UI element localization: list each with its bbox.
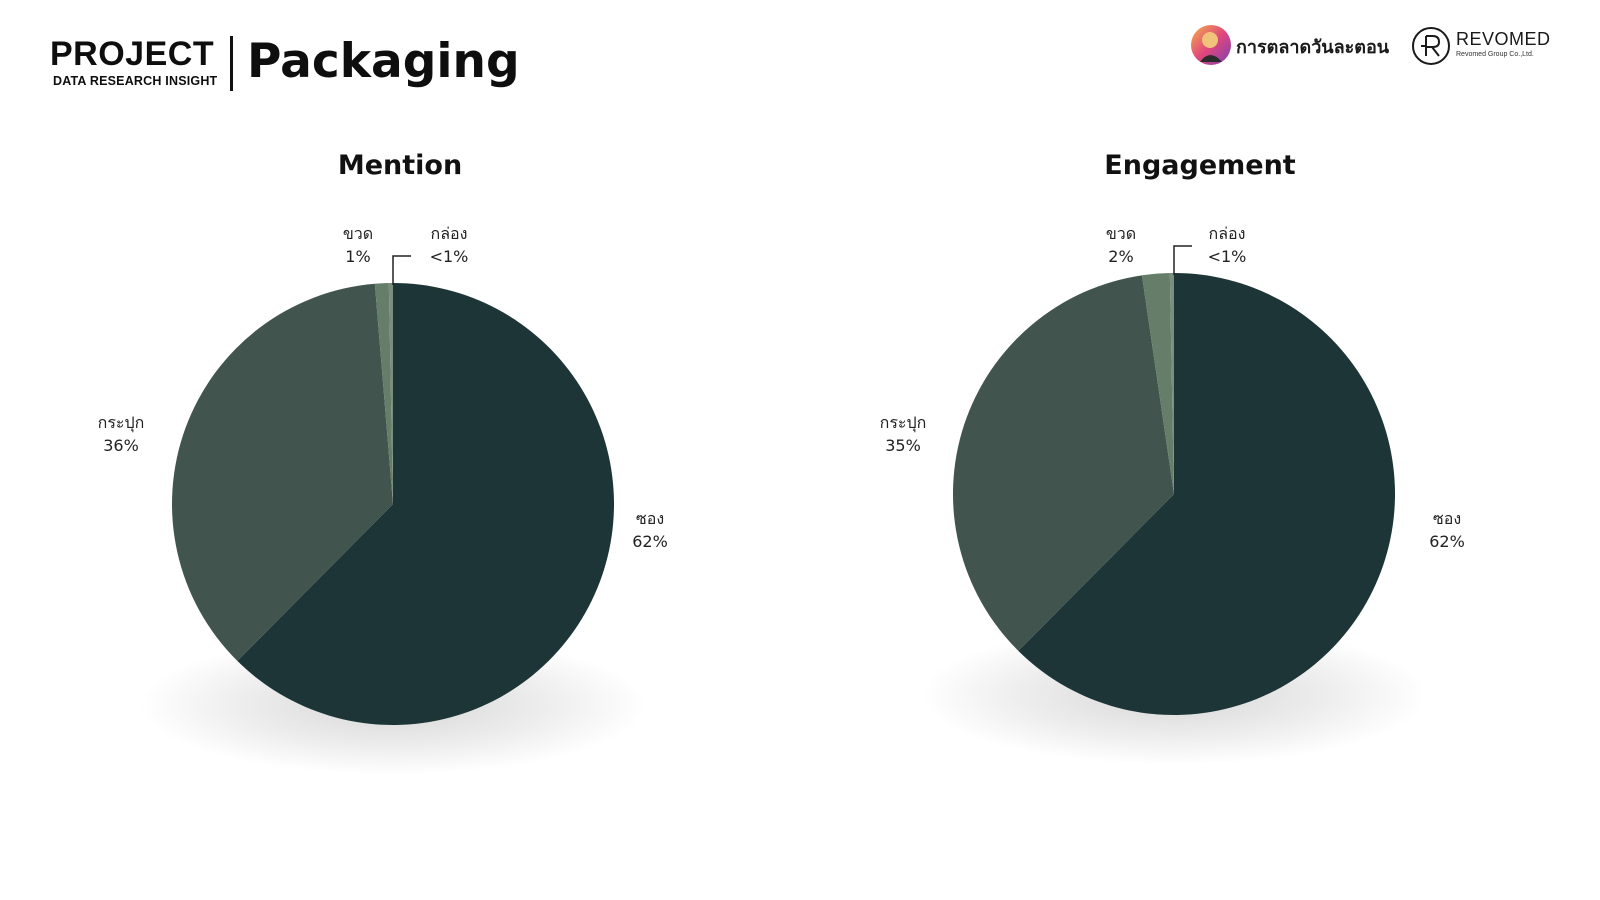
slice-label-name: ขวด — [343, 224, 373, 243]
slice-label-value: 62% — [1429, 532, 1465, 551]
slice-sachet — [1018, 273, 1395, 715]
slice-box — [388, 283, 393, 504]
slice-label-name: กล่อง — [431, 224, 468, 243]
slice-label-name: ขวด — [1106, 224, 1136, 243]
mention-chart: Mention ซอง 62% กระปุก 36% ขวด 1% กล่อง <1% — [20, 140, 780, 840]
slice-label-name: กระปุก — [880, 413, 927, 433]
chart-title: Engagement — [1104, 150, 1296, 181]
slice-label-value: <1% — [430, 247, 469, 266]
slice-label-value: <1% — [1208, 247, 1247, 266]
partner-logos: การตลาดวันละตอน REVOMED Revomed Group Co… — [1190, 22, 1570, 68]
brand2-tagline: Revomed Group Co.,Ltd. — [1456, 51, 1534, 58]
slice-label-value: 35% — [885, 436, 921, 455]
brand1-logo-icon — [1191, 25, 1231, 65]
slice-label-value: 2% — [1108, 247, 1133, 266]
slice-label-name: กระปุก — [98, 413, 145, 433]
slice-label-value: 36% — [103, 436, 139, 455]
slice-bottle — [374, 283, 393, 504]
brand2-name: REVOMED — [1456, 29, 1551, 49]
slice-label-name: กล่อง — [1209, 224, 1246, 243]
slice-label-name: ซอง — [1433, 509, 1461, 528]
project-subtitle: DATA RESEARCH INSIGHT — [53, 74, 218, 88]
engagement-chart: Engagement ซอง 62% กระปุก 35% ขวด 2% กล่อง <1% — [820, 140, 1580, 840]
engagement-pie: ซอง 62% กระปุก 35% ขวด 2% กล่อง <1% — [880, 224, 1465, 765]
slice-sachet — [237, 283, 614, 725]
revomed-logo-icon — [1412, 27, 1450, 65]
header-divider — [230, 36, 233, 91]
project-label: PROJECT — [50, 35, 215, 73]
brand1-name: การตลาดวันละตอน — [1236, 37, 1390, 58]
slice-box — [1169, 273, 1174, 494]
page-title: Packaging — [247, 34, 520, 89]
slice-label-name: ซอง — [636, 509, 664, 528]
slice-label-value: 62% — [632, 532, 668, 551]
chart-title: Mention — [337, 150, 463, 181]
header: PROJECT DATA RESEARCH INSIGHT Packaging — [50, 34, 610, 92]
slice-label-value: 1% — [345, 247, 370, 266]
slice-can — [171, 283, 393, 661]
slice-can — [953, 275, 1174, 651]
leader-line — [392, 255, 411, 285]
slice-bottle — [1141, 273, 1174, 494]
mention-pie: ซอง 62% กระปุก 36% ขวด 1% กล่อง <1% — [98, 224, 668, 775]
leader-line — [1173, 245, 1192, 275]
